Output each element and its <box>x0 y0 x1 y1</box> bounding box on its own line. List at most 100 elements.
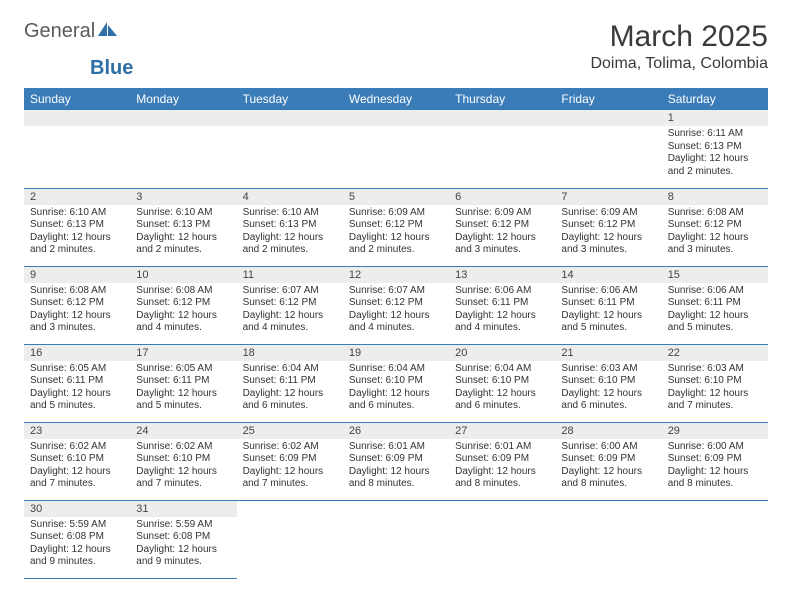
day-details: Sunrise: 6:09 AMSunset: 6:12 PMDaylight:… <box>343 205 449 261</box>
weekday-header: Saturday <box>662 88 768 110</box>
calendar-cell: 15Sunrise: 6:06 AMSunset: 6:11 PMDayligh… <box>662 266 768 344</box>
day-number: 19 <box>343 345 449 361</box>
day-number: 22 <box>662 345 768 361</box>
day-detail-line: Sunrise: 6:09 AM <box>349 207 443 220</box>
day-details: Sunrise: 6:08 AMSunset: 6:12 PMDaylight:… <box>662 205 768 261</box>
calendar-cell: 20Sunrise: 6:04 AMSunset: 6:10 PMDayligh… <box>449 344 555 422</box>
day-details: Sunrise: 6:07 AMSunset: 6:12 PMDaylight:… <box>343 283 449 339</box>
page-title: March 2025 <box>590 20 768 53</box>
calendar-cell: 13Sunrise: 6:06 AMSunset: 6:11 PMDayligh… <box>449 266 555 344</box>
day-detail-line: Sunrise: 5:59 AM <box>136 519 230 532</box>
day-detail-line: Daylight: 12 hours and 5 minutes. <box>30 388 124 413</box>
empty-day-header <box>449 110 555 126</box>
day-detail-line: Sunrise: 6:06 AM <box>455 285 549 298</box>
day-number: 24 <box>130 423 236 439</box>
day-details: Sunrise: 6:02 AMSunset: 6:10 PMDaylight:… <box>130 439 236 495</box>
day-details: Sunrise: 6:11 AMSunset: 6:13 PMDaylight:… <box>662 126 768 182</box>
calendar-cell: 25Sunrise: 6:02 AMSunset: 6:09 PMDayligh… <box>237 422 343 500</box>
day-details: Sunrise: 6:04 AMSunset: 6:10 PMDaylight:… <box>449 361 555 417</box>
day-detail-line: Sunrise: 6:11 AM <box>668 128 762 141</box>
weekday-header: Friday <box>555 88 661 110</box>
day-details: Sunrise: 6:08 AMSunset: 6:12 PMDaylight:… <box>130 283 236 339</box>
day-detail-line: Daylight: 12 hours and 7 minutes. <box>668 388 762 413</box>
day-detail-line: Sunset: 6:12 PM <box>243 297 337 310</box>
day-details: Sunrise: 6:03 AMSunset: 6:10 PMDaylight:… <box>662 361 768 417</box>
day-details: Sunrise: 6:04 AMSunset: 6:10 PMDaylight:… <box>343 361 449 417</box>
day-detail-line: Sunset: 6:09 PM <box>668 453 762 466</box>
day-detail-line: Sunrise: 6:07 AM <box>349 285 443 298</box>
calendar-week-row: 1Sunrise: 6:11 AMSunset: 6:13 PMDaylight… <box>24 110 768 188</box>
day-detail-line: Sunset: 6:09 PM <box>561 453 655 466</box>
day-detail-line: Sunrise: 6:09 AM <box>455 207 549 220</box>
day-detail-line: Daylight: 12 hours and 4 minutes. <box>136 310 230 335</box>
day-detail-line: Sunrise: 5:59 AM <box>30 519 124 532</box>
day-details: Sunrise: 6:06 AMSunset: 6:11 PMDaylight:… <box>555 283 661 339</box>
day-details: Sunrise: 6:00 AMSunset: 6:09 PMDaylight:… <box>662 439 768 495</box>
day-number: 29 <box>662 423 768 439</box>
day-details: Sunrise: 6:06 AMSunset: 6:11 PMDaylight:… <box>449 283 555 339</box>
calendar-cell <box>343 500 449 578</box>
calendar-cell: 19Sunrise: 6:04 AMSunset: 6:10 PMDayligh… <box>343 344 449 422</box>
day-number: 16 <box>24 345 130 361</box>
calendar-cell: 24Sunrise: 6:02 AMSunset: 6:10 PMDayligh… <box>130 422 236 500</box>
day-details: Sunrise: 6:07 AMSunset: 6:12 PMDaylight:… <box>237 283 343 339</box>
day-detail-line: Sunrise: 6:08 AM <box>136 285 230 298</box>
day-detail-line: Daylight: 12 hours and 8 minutes. <box>561 466 655 491</box>
day-number: 17 <box>130 345 236 361</box>
day-details: Sunrise: 6:02 AMSunset: 6:09 PMDaylight:… <box>237 439 343 495</box>
day-detail-line: Sunrise: 6:10 AM <box>136 207 230 220</box>
day-detail-line: Daylight: 12 hours and 3 minutes. <box>668 232 762 257</box>
day-detail-line: Sunset: 6:12 PM <box>668 219 762 232</box>
day-details: Sunrise: 6:04 AMSunset: 6:11 PMDaylight:… <box>237 361 343 417</box>
calendar-week-row: 23Sunrise: 6:02 AMSunset: 6:10 PMDayligh… <box>24 422 768 500</box>
day-detail-line: Sunrise: 6:00 AM <box>668 441 762 454</box>
day-details: Sunrise: 5:59 AMSunset: 6:08 PMDaylight:… <box>24 517 130 573</box>
day-details: Sunrise: 6:05 AMSunset: 6:11 PMDaylight:… <box>24 361 130 417</box>
day-number: 15 <box>662 267 768 283</box>
calendar-cell: 5Sunrise: 6:09 AMSunset: 6:12 PMDaylight… <box>343 188 449 266</box>
day-detail-line: Sunset: 6:10 PM <box>561 375 655 388</box>
day-number: 5 <box>343 189 449 205</box>
day-detail-line: Sunrise: 6:06 AM <box>668 285 762 298</box>
weekday-header: Monday <box>130 88 236 110</box>
weekday-header: Sunday <box>24 88 130 110</box>
calendar-cell: 8Sunrise: 6:08 AMSunset: 6:12 PMDaylight… <box>662 188 768 266</box>
day-number: 10 <box>130 267 236 283</box>
calendar-week-row: 2Sunrise: 6:10 AMSunset: 6:13 PMDaylight… <box>24 188 768 266</box>
day-detail-line: Daylight: 12 hours and 7 minutes. <box>136 466 230 491</box>
calendar-cell <box>555 500 661 578</box>
day-number: 23 <box>24 423 130 439</box>
day-detail-line: Sunset: 6:12 PM <box>349 219 443 232</box>
day-detail-line: Sunset: 6:11 PM <box>561 297 655 310</box>
day-detail-line: Sunset: 6:12 PM <box>561 219 655 232</box>
day-detail-line: Sunrise: 6:10 AM <box>30 207 124 220</box>
day-detail-line: Daylight: 12 hours and 4 minutes. <box>243 310 337 335</box>
weekday-header: Tuesday <box>237 88 343 110</box>
calendar-cell: 27Sunrise: 6:01 AMSunset: 6:09 PMDayligh… <box>449 422 555 500</box>
day-detail-line: Daylight: 12 hours and 5 minutes. <box>136 388 230 413</box>
day-number: 2 <box>24 189 130 205</box>
day-detail-line: Daylight: 12 hours and 2 minutes. <box>30 232 124 257</box>
day-detail-line: Sunset: 6:13 PM <box>136 219 230 232</box>
day-detail-line: Daylight: 12 hours and 2 minutes. <box>349 232 443 257</box>
day-detail-line: Daylight: 12 hours and 6 minutes. <box>455 388 549 413</box>
calendar-cell: 26Sunrise: 6:01 AMSunset: 6:09 PMDayligh… <box>343 422 449 500</box>
day-details: Sunrise: 6:10 AMSunset: 6:13 PMDaylight:… <box>237 205 343 261</box>
empty-day-header <box>555 110 661 126</box>
day-detail-line: Sunrise: 6:06 AM <box>561 285 655 298</box>
calendar-cell: 28Sunrise: 6:00 AMSunset: 6:09 PMDayligh… <box>555 422 661 500</box>
logo-text-blue: Blue <box>90 57 133 80</box>
day-number: 12 <box>343 267 449 283</box>
calendar-cell: 12Sunrise: 6:07 AMSunset: 6:12 PMDayligh… <box>343 266 449 344</box>
day-number: 31 <box>130 501 236 517</box>
day-number: 9 <box>24 267 130 283</box>
day-detail-line: Sunset: 6:10 PM <box>136 453 230 466</box>
day-number: 7 <box>555 189 661 205</box>
day-number: 30 <box>24 501 130 517</box>
calendar-cell: 3Sunrise: 6:10 AMSunset: 6:13 PMDaylight… <box>130 188 236 266</box>
calendar-cell <box>237 110 343 188</box>
day-detail-line: Sunrise: 6:04 AM <box>243 363 337 376</box>
day-number: 25 <box>237 423 343 439</box>
calendar-cell <box>555 110 661 188</box>
day-detail-line: Sunrise: 6:00 AM <box>561 441 655 454</box>
